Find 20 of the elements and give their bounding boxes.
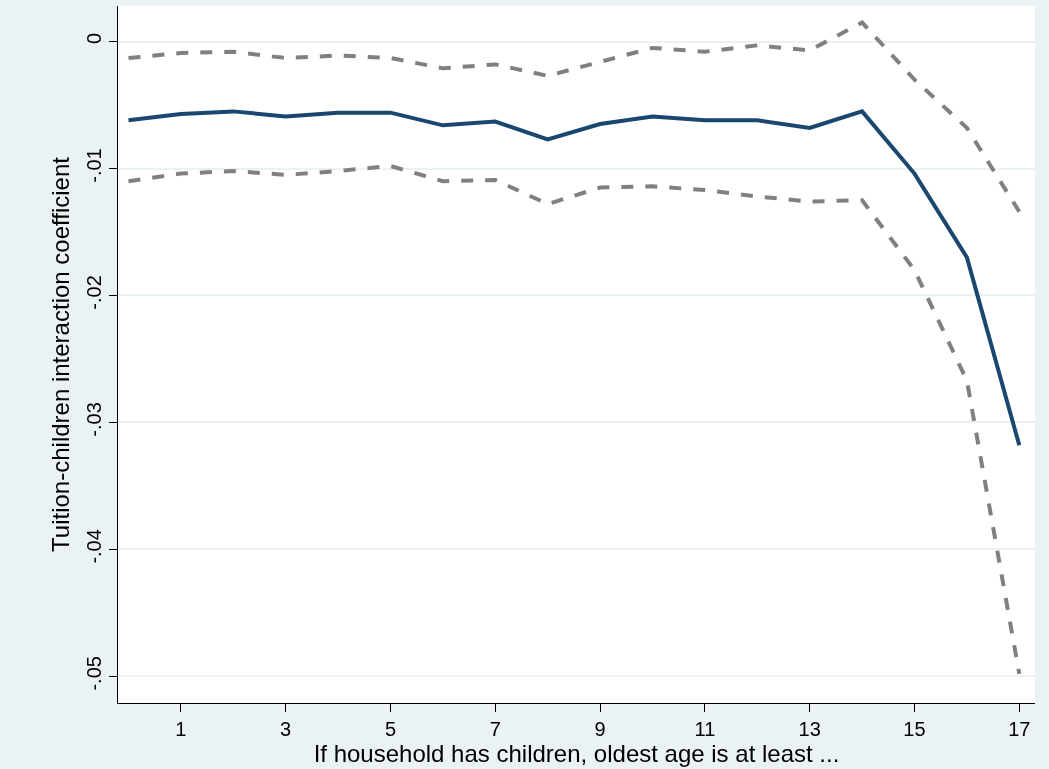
- x-tick-label: 7: [489, 718, 501, 740]
- y-tick-label: -.02: [83, 275, 105, 310]
- x-tick-label: 5: [384, 718, 397, 740]
- x-tick-label: 11: [694, 718, 716, 740]
- y-axis-title: Tuition-children interaction coefficient: [47, 156, 75, 552]
- y-tick-label: 0: [83, 32, 105, 45]
- x-tick-label: 15: [903, 718, 926, 740]
- line-series: [126, 163, 1022, 676]
- y-tick-label: -.03: [83, 402, 105, 437]
- x-axis-title: If household has children, oldest age is at least ...: [313, 740, 840, 768]
- x-tick-label: 17: [1008, 718, 1031, 740]
- x-tick-label: 1: [175, 718, 187, 740]
- x-tick-label: 9: [594, 718, 606, 740]
- x-tick-label: 3: [280, 718, 292, 740]
- y-tick-label: -.01: [83, 148, 105, 183]
- line-series: [126, 20, 1022, 214]
- y-tick-label: -.05: [83, 656, 105, 691]
- line-series: [126, 109, 1022, 448]
- x-tick-label: 13: [798, 718, 821, 740]
- y-tick-label: -.04: [83, 529, 105, 564]
